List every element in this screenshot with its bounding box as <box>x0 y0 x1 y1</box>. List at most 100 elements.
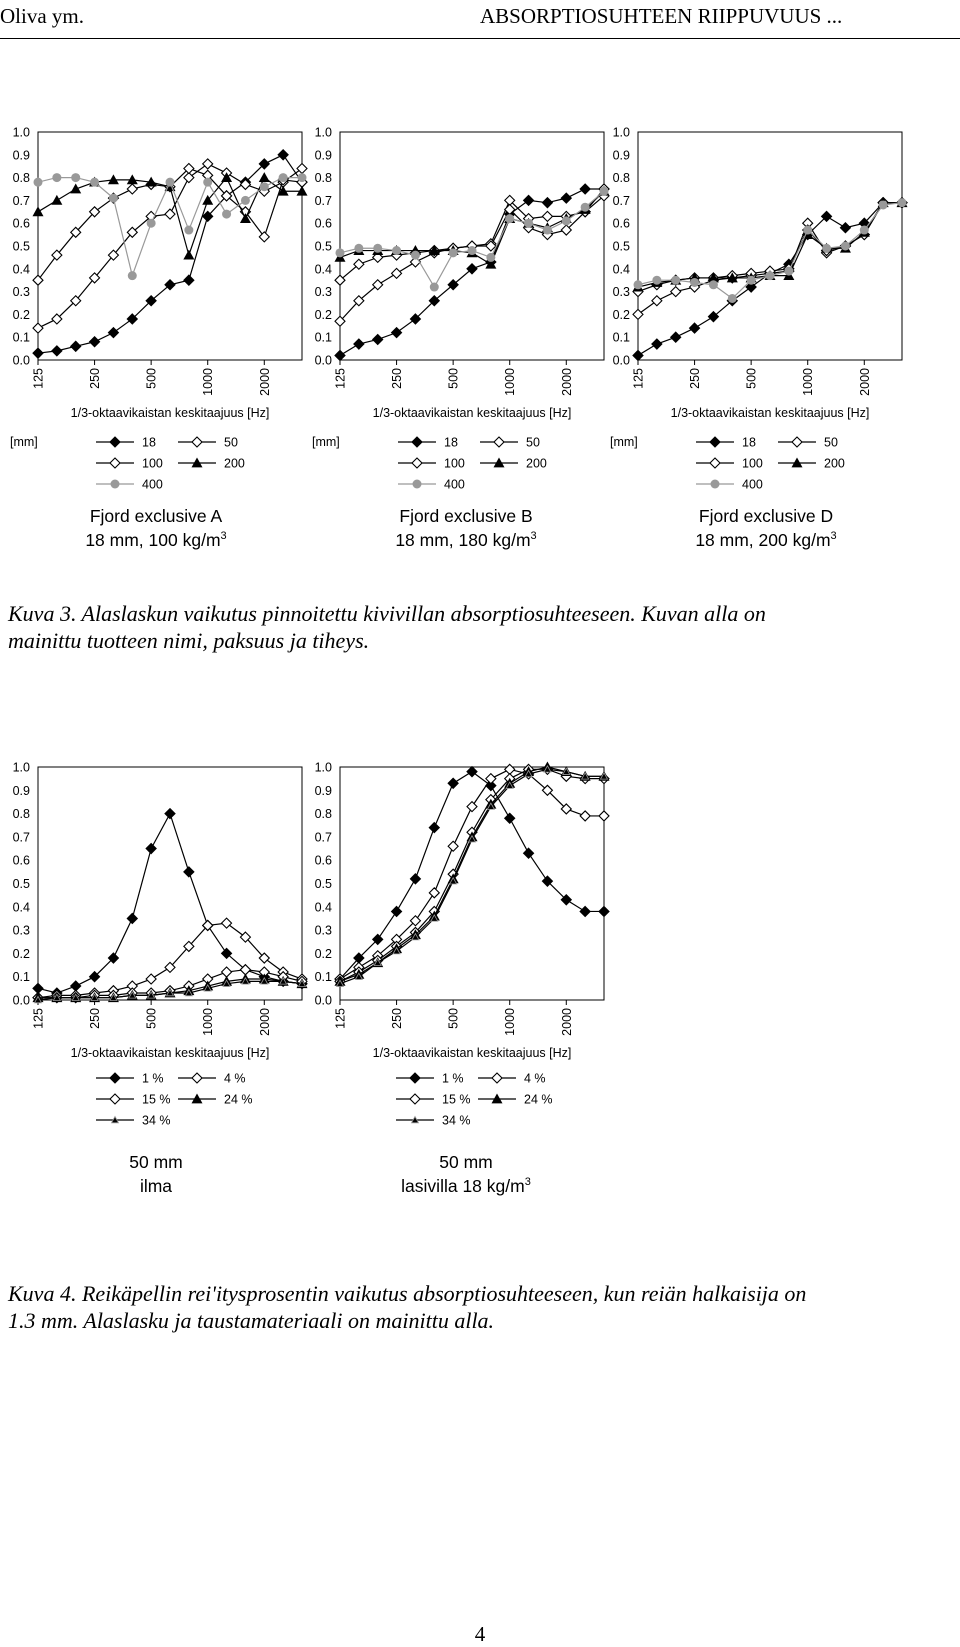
legend-label: 400 <box>742 478 763 492</box>
data-point <box>278 977 288 985</box>
y-tick-label: 0.5 <box>13 240 30 254</box>
y-tick-label: 0.8 <box>315 807 332 821</box>
legend-label: 24 % <box>524 1093 553 1107</box>
data-point <box>203 177 213 187</box>
data-point <box>373 958 382 966</box>
y-tick-label: 1.0 <box>315 761 332 775</box>
data-point <box>707 310 720 323</box>
data-point <box>32 322 44 334</box>
y-tick-label: 0.0 <box>13 354 30 368</box>
x-tick-label: 500 <box>447 368 461 389</box>
legend-marker <box>191 1072 203 1084</box>
chart-1: 0.0 0.1 0.2 0.3 0.4 0.5 0.6 0.7 0.8 0.9 1.0 125 250 5… <box>10 126 308 550</box>
y-tick-label: 0.4 <box>315 900 332 914</box>
x-axis-label: 1/3-oktaavikaistan keskitaajuus [Hz] <box>671 406 870 420</box>
data-point <box>598 905 610 918</box>
data-point <box>632 349 644 362</box>
data-point <box>522 847 535 859</box>
legend-marker <box>109 457 121 469</box>
legend-label: 50 <box>224 436 238 450</box>
chart-title-line1: Fjord exclusive A <box>90 506 223 526</box>
data-point <box>633 280 643 290</box>
legend-label: 4 % <box>524 1072 546 1086</box>
data-point <box>201 158 214 170</box>
legend-marker <box>491 1072 503 1084</box>
data-point <box>220 947 233 960</box>
data-point <box>221 172 233 182</box>
data-point <box>69 980 82 992</box>
y-tick-label: 0.1 <box>315 970 332 984</box>
data-point <box>373 243 383 253</box>
y-tick-label: 0.7 <box>315 194 332 208</box>
y-tick-label: 0.6 <box>315 854 332 868</box>
y-tick-label: 0.8 <box>315 171 332 185</box>
legend-marker <box>109 436 121 448</box>
data-point <box>335 248 345 258</box>
legend-marker <box>109 1072 121 1084</box>
series-400 <box>633 198 907 303</box>
y-tick-label: 0.7 <box>315 830 332 844</box>
data-point <box>32 206 44 217</box>
data-point <box>183 274 195 286</box>
data-point <box>428 294 441 307</box>
data-point <box>107 952 120 964</box>
data-point <box>652 275 662 285</box>
x-axis-label: 1/3-oktaavikaistan keskitaajuus [Hz] <box>71 406 270 420</box>
series-1 <box>334 765 610 985</box>
y-tick-label: 0.1 <box>13 331 30 345</box>
legend-marker <box>493 457 505 468</box>
data-point <box>145 176 157 187</box>
data-point <box>203 984 212 992</box>
data-point <box>524 769 533 778</box>
data-point <box>541 210 554 223</box>
legend-marker <box>493 436 505 448</box>
legend-label: 34 % <box>442 1114 471 1128</box>
x-tick-label: 2000 <box>858 368 872 396</box>
data-point <box>409 915 422 927</box>
y-tick-label: 0.6 <box>613 217 630 231</box>
data-point <box>353 258 365 271</box>
data-point <box>467 834 477 843</box>
y-tick-label: 0.5 <box>613 240 630 254</box>
data-point <box>33 177 43 187</box>
x-tick-label: 1000 <box>503 1008 517 1036</box>
legend-marker <box>710 479 720 489</box>
data-point <box>562 767 571 775</box>
data-point <box>165 988 175 997</box>
legend: [mm] 18 50 100 200 400 <box>312 435 547 492</box>
y-tick-label: 1.0 <box>13 761 30 775</box>
data-point <box>51 249 63 261</box>
data-point <box>541 784 554 797</box>
legend-marker <box>409 1072 421 1084</box>
figure-3-caption-line1: Kuva 3. Alaslaskun vaikutus pinnoitettu … <box>8 601 766 626</box>
y-tick-label: 0.0 <box>315 994 332 1008</box>
data-point <box>90 993 99 1001</box>
legend-label: 18 <box>742 436 756 450</box>
series-line <box>339 766 604 982</box>
data-point <box>165 177 175 187</box>
data-point <box>392 246 402 256</box>
y-tick-label: 0.0 <box>315 354 332 368</box>
data-point <box>448 248 458 258</box>
legend: [mm] 18 50 100 200 400 <box>10 435 245 492</box>
data-point <box>240 195 250 205</box>
data-point <box>428 887 441 899</box>
data-point <box>145 294 157 307</box>
data-point <box>51 194 63 205</box>
data-point <box>579 183 591 195</box>
legend-label: 50 <box>526 436 540 450</box>
y-tick-label: 0.7 <box>613 194 630 208</box>
chart-title-superscript: 3 <box>831 530 837 542</box>
data-point <box>371 933 384 946</box>
data-point <box>560 894 573 906</box>
data-point <box>183 162 195 175</box>
data-point <box>859 225 869 235</box>
data-point <box>70 183 82 194</box>
x-tick-label: 250 <box>390 368 404 389</box>
data-point <box>411 932 420 941</box>
y-tick-label: 0.4 <box>13 262 30 276</box>
x-tick-label: 250 <box>390 1008 404 1029</box>
data-point <box>71 993 80 1001</box>
data-point <box>277 185 289 196</box>
data-point <box>409 313 422 325</box>
